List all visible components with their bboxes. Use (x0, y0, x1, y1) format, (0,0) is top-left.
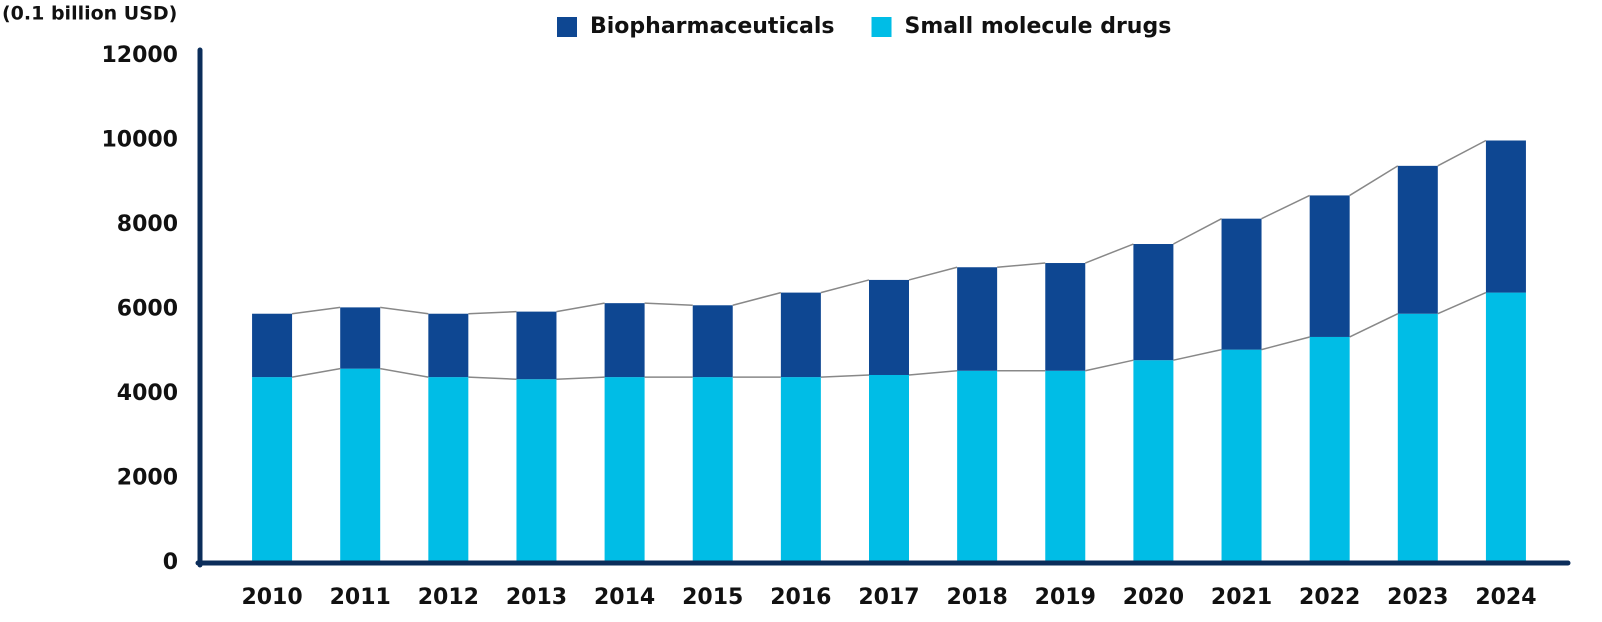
bar-segment (1221, 349, 1262, 563)
connector-line (1173, 217, 1222, 245)
x-tick-label: 2019 (1035, 585, 1096, 610)
y-tick-label: 12000 (101, 43, 178, 68)
connector-line (291, 306, 341, 315)
bar-segment (604, 303, 645, 378)
bar-segment (604, 377, 645, 563)
x-tick-label: 2013 (506, 585, 567, 610)
connector-line (1261, 336, 1310, 351)
connector-line (1349, 165, 1399, 197)
bar-segment (428, 377, 469, 563)
y-tick-label: 8000 (117, 212, 178, 237)
bar-segment (1133, 360, 1174, 563)
x-tick-label: 2017 (858, 585, 919, 610)
y-tick-label: 10000 (101, 128, 178, 153)
bar-segment (1309, 336, 1350, 563)
bar-segment (1309, 195, 1350, 337)
legend-swatch (871, 17, 892, 37)
bar-segment (1045, 370, 1086, 563)
connector-line (380, 367, 429, 378)
x-tick-label: 2022 (1299, 585, 1360, 610)
connector-line (468, 376, 517, 380)
bar-segment (692, 377, 733, 563)
unit-label: (0.1 billion USD) (2, 3, 177, 25)
connector-line (820, 374, 870, 378)
x-tick-label: 2012 (418, 585, 479, 610)
x-tick-label: 2020 (1123, 585, 1184, 610)
legend-label: Biopharmaceuticals (590, 14, 835, 39)
connector-line (1437, 139, 1487, 167)
x-tick-label: 2024 (1475, 585, 1536, 610)
connector-line (1349, 313, 1399, 338)
legend-label: Small molecule drugs (905, 14, 1172, 39)
connector-line (380, 306, 429, 315)
x-tick-label: 2010 (241, 585, 302, 610)
connector-line (997, 262, 1046, 268)
connector-line (820, 279, 870, 294)
bar-segment (340, 307, 381, 369)
x-tick-label: 2023 (1387, 585, 1448, 610)
x-tick-label: 2018 (947, 585, 1008, 610)
connector-line (1261, 194, 1310, 220)
bar-segment (1221, 218, 1262, 350)
bar-segment (957, 370, 998, 563)
bar-segment (692, 305, 733, 378)
y-tick-label: 6000 (117, 297, 178, 322)
connector-line (732, 291, 782, 307)
connector-line (1085, 359, 1134, 372)
connector-line (1437, 291, 1487, 315)
bar-segment (957, 267, 998, 371)
connector-line (908, 370, 958, 376)
bar-segment (1133, 244, 1174, 361)
bar-segment (780, 377, 821, 563)
bar-segment (1397, 165, 1438, 314)
legend-swatch (557, 17, 577, 37)
connector-line (468, 310, 517, 315)
connector-line (1084, 243, 1134, 264)
x-tick-label: 2021 (1211, 585, 1272, 610)
y-tick-label: 4000 (117, 381, 178, 406)
bar-segment (252, 313, 293, 378)
connector-line (556, 376, 605, 380)
x-tick-label: 2015 (682, 585, 743, 610)
bar-segment (252, 377, 293, 563)
x-tick-label: 2014 (594, 585, 655, 610)
bar-segment (428, 313, 469, 378)
connector-line (644, 302, 693, 307)
x-tick-label: 2016 (770, 585, 831, 610)
bar-segment (1485, 292, 1526, 563)
bar-segment (869, 374, 909, 563)
bar-segment (780, 292, 821, 378)
bar-segment (1485, 140, 1526, 293)
connector-line (908, 266, 958, 281)
y-tick-label: 0 (163, 550, 178, 575)
connector-line (556, 302, 605, 313)
connector-line (1173, 348, 1222, 361)
bar-segment (1397, 313, 1438, 563)
bar-segment (516, 311, 557, 380)
bar-segment (869, 279, 909, 375)
y-tick-label: 2000 (117, 466, 178, 491)
bar-segment (516, 379, 557, 563)
bar-segment (1045, 263, 1086, 371)
bar-segment (340, 368, 381, 563)
x-tick-label: 2011 (330, 585, 391, 610)
connector-line (291, 367, 341, 378)
